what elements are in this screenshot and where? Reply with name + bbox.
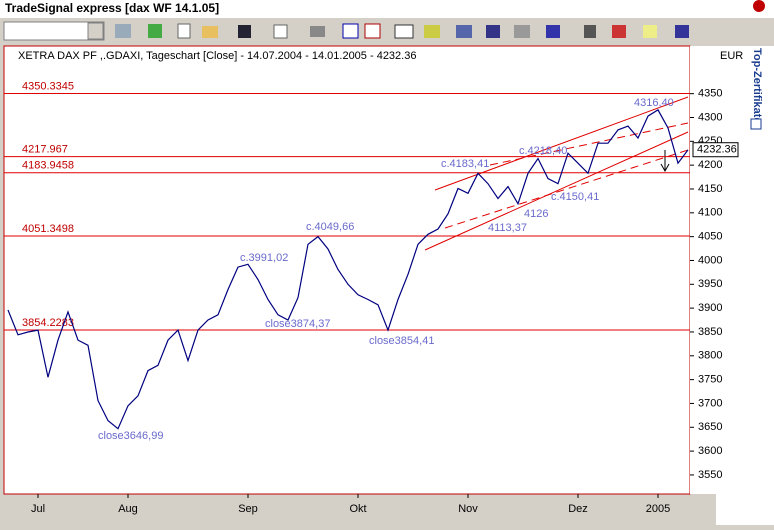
window-title: TradeSignal express [dax WF 14.1.05] (5, 1, 219, 15)
tool-icon[interactable] (148, 24, 162, 38)
x-tick-label: Nov (458, 503, 478, 515)
level-label: 4051.3498 (22, 223, 74, 235)
tool-icon[interactable] (364, 23, 381, 39)
y-tick-label: 4100 (698, 207, 722, 219)
y-tick-label: 3850 (698, 326, 722, 338)
x-tick-label: Aug (118, 503, 138, 515)
tool-icon[interactable] (273, 24, 288, 39)
y-tick-label: 4150 (698, 183, 722, 195)
tool-icon[interactable] (424, 25, 440, 38)
tool-icon[interactable] (675, 25, 689, 38)
x-tick-label: Jul (31, 503, 45, 515)
x-tick-label: Sep (238, 503, 258, 515)
y-tick-label: 3600 (698, 445, 722, 457)
tool-icon[interactable] (643, 25, 657, 38)
y-tick-label: 3550 (698, 469, 722, 481)
tool-icon[interactable] (486, 25, 500, 38)
tool-icon[interactable] (177, 23, 191, 39)
plot-area (3, 45, 691, 495)
x-tick-label: 2005 (646, 503, 670, 515)
title-bar (0, 0, 774, 18)
tool-icon[interactable] (238, 25, 251, 38)
y-tick-label: 4200 (698, 159, 722, 171)
side-panel (716, 46, 774, 525)
y-tick-label: 4000 (698, 254, 722, 266)
currency: EUR (720, 50, 743, 62)
last-value-box (692, 142, 739, 158)
tool-icon[interactable] (546, 25, 560, 38)
chart-title: XETRA DAX PF ,.GDAXI, Tageschart [Close]… (18, 50, 416, 62)
annotation: close3874,37 (265, 318, 330, 330)
y-tick-label: 3900 (698, 302, 722, 314)
y-tick-label: 4350 (698, 88, 722, 100)
tool-icon[interactable] (456, 25, 472, 38)
trend-line (489, 122, 689, 166)
level-label: 4350.3345 (22, 80, 74, 92)
annotation: c.4183,41 (441, 158, 489, 170)
x-tick-label: Okt (349, 503, 366, 515)
trend-line (444, 149, 689, 229)
annotation: c.4049,66 (306, 221, 354, 233)
annotation: close3854,41 (369, 335, 434, 347)
tool-icon[interactable] (115, 24, 131, 38)
y-tick-label: 4300 (698, 111, 722, 123)
tool-icon[interactable] (310, 26, 325, 37)
side-checkbox[interactable] (750, 118, 762, 130)
annotation: 4113,37 (488, 222, 527, 234)
last-value-label: 4232.36 (697, 144, 737, 156)
tool-icon[interactable] (394, 24, 414, 39)
y-tick-label: 3800 (698, 350, 722, 362)
y-tick-label: 3650 (698, 421, 722, 433)
annotation: c.3991,02 (240, 252, 288, 264)
tool-icon[interactable] (342, 23, 359, 39)
tool-icon[interactable] (584, 25, 596, 38)
y-tick-label: 3750 (698, 374, 722, 386)
x-tick-label: Dez (568, 503, 588, 515)
level-label: 4217.967 (22, 143, 68, 155)
close-button[interactable] (753, 0, 765, 12)
combo-arrow[interactable] (87, 22, 104, 40)
side-tab[interactable]: Top-Zertifikate (751, 48, 763, 124)
tool-icon[interactable] (612, 25, 626, 38)
tool-icon[interactable] (514, 25, 530, 38)
arrow (660, 150, 670, 173)
y-tick-label: 4050 (698, 231, 722, 243)
y-tick-label: 3950 (698, 278, 722, 290)
combo-box[interactable] (3, 21, 105, 41)
annotation: c.4150,41 (551, 191, 599, 203)
annotation: 4316,40 (634, 97, 674, 109)
annotation: close3646,99 (98, 430, 163, 442)
y-axis-area (690, 46, 716, 494)
price-line (7, 109, 689, 430)
toolbar (3, 21, 689, 41)
y-tick-label: 3700 (698, 397, 722, 409)
trend-line (424, 131, 689, 251)
annotation: c.4218,40 (519, 145, 567, 157)
level-label: 3854.2283 (22, 317, 74, 329)
tool-icon[interactable] (202, 26, 218, 38)
annotation: 4126 (524, 208, 548, 220)
level-label: 4183.9458 (22, 160, 74, 172)
